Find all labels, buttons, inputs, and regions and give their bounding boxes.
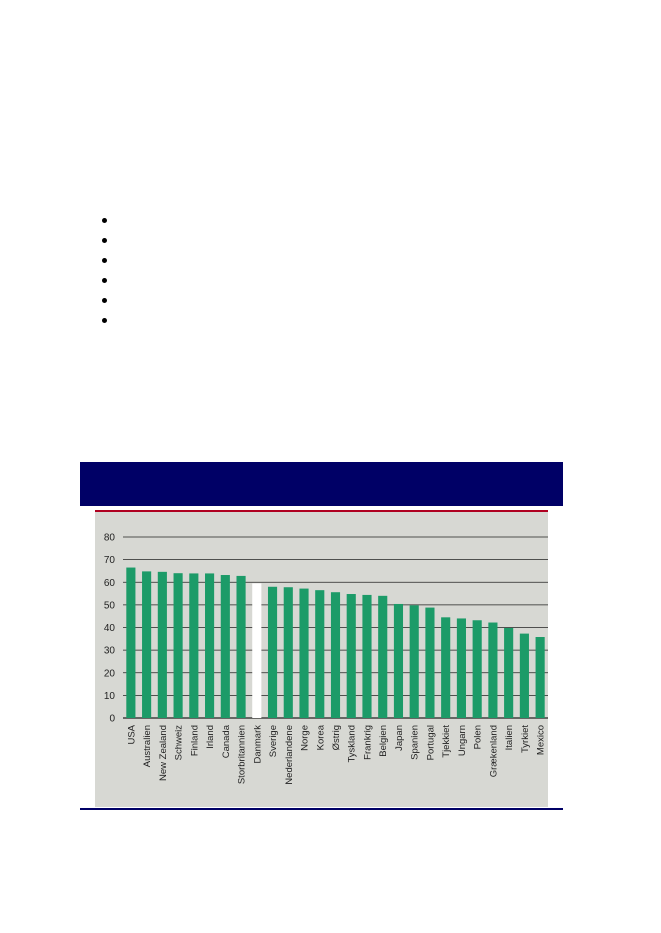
bar-storbritannien bbox=[236, 575, 246, 718]
x-tick-label: Spanien bbox=[410, 725, 421, 760]
bar-mexico bbox=[535, 637, 545, 718]
chart-panel: 0 10 20 30 40 50 60 70 80 USA Australien New Zeala… bbox=[95, 510, 548, 807]
bar-portugal bbox=[425, 607, 435, 718]
y-tick-label: 0 bbox=[109, 714, 115, 725]
x-tick-label: Belgien bbox=[378, 725, 389, 757]
bar-østrig bbox=[330, 592, 341, 718]
x-tick-label: Storbritannien bbox=[237, 725, 248, 784]
bar-italien bbox=[504, 627, 514, 718]
y-axis: 0 10 20 30 40 50 60 70 80 bbox=[104, 533, 116, 725]
x-tick-label: Polen bbox=[473, 725, 484, 749]
bar-schweiz bbox=[173, 573, 183, 718]
bar-irland bbox=[205, 573, 215, 718]
x-tick-label: Tyskland bbox=[347, 725, 358, 763]
y-tick-label: 60 bbox=[104, 578, 116, 589]
x-tick-label: Schweiz bbox=[174, 725, 185, 761]
bar-nederlandene bbox=[283, 587, 293, 718]
bar-australien bbox=[142, 571, 152, 718]
y-tick-label: 40 bbox=[104, 623, 116, 634]
x-tick-label: Portugal bbox=[425, 725, 436, 760]
x-tick-label: Frankrig bbox=[362, 725, 373, 760]
bar-new-zealand bbox=[157, 571, 167, 718]
x-tick-label: Norge bbox=[300, 725, 311, 751]
x-tick-label: USA bbox=[126, 724, 137, 744]
bar-usa bbox=[126, 567, 136, 718]
bar-chart: 0 10 20 30 40 50 60 70 80 USA Australien New Zeala… bbox=[104, 533, 548, 785]
y-tick-label: 70 bbox=[104, 555, 116, 566]
x-tick-label: Italien bbox=[504, 725, 515, 750]
x-tick-label: Mexico bbox=[536, 725, 547, 755]
bar-frankrig bbox=[362, 594, 372, 718]
x-tick-label: Japan bbox=[394, 725, 405, 751]
bar-sverige bbox=[267, 586, 278, 718]
y-tick-label: 50 bbox=[104, 600, 116, 611]
bar-spanien bbox=[409, 605, 419, 718]
x-tick-label: Nederlandene bbox=[284, 725, 295, 785]
y-tick-label: 20 bbox=[104, 668, 116, 679]
bar-japan bbox=[393, 603, 404, 718]
x-axis: USA Australien New Zealand Schweiz Finland Ir… bbox=[126, 724, 546, 784]
bar-grækenland bbox=[488, 622, 498, 718]
bottom-rule bbox=[80, 808, 563, 810]
bar-ungarn bbox=[456, 618, 466, 718]
bar-finland bbox=[189, 573, 199, 718]
x-tick-label: Canada bbox=[221, 724, 232, 758]
y-tick-label: 30 bbox=[104, 646, 116, 657]
x-tick-label: Korea bbox=[315, 724, 326, 750]
chart-title-banner bbox=[80, 462, 563, 506]
x-tick-label: New Zealand bbox=[158, 725, 169, 781]
bar-tyrkiet bbox=[519, 633, 529, 718]
y-tick-label: 10 bbox=[104, 691, 116, 702]
x-tick-label: Ungarn bbox=[457, 725, 468, 756]
x-tick-label: Østrig bbox=[331, 725, 342, 750]
bar-tjekkiet bbox=[441, 617, 451, 718]
x-tick-label: Tyrkiet bbox=[520, 725, 531, 753]
x-tick-label: Australien bbox=[142, 725, 153, 767]
y-tick-label: 80 bbox=[104, 533, 116, 544]
bar-tyskland bbox=[346, 594, 356, 718]
x-tick-label: Grækenland bbox=[488, 725, 499, 777]
bar-belgien bbox=[378, 595, 388, 718]
bar-danmark bbox=[252, 583, 262, 718]
x-tick-label: Sverige bbox=[268, 725, 279, 757]
x-tick-label: Tjekkiet bbox=[441, 725, 452, 758]
bar-polen bbox=[472, 620, 482, 718]
x-tick-label: Irland bbox=[205, 725, 216, 749]
bar-norge bbox=[299, 588, 309, 718]
x-tick-label: Finland bbox=[189, 725, 200, 756]
bars bbox=[126, 567, 545, 718]
bar-korea bbox=[315, 590, 325, 718]
bar-canada bbox=[220, 575, 230, 718]
x-tick-label: Danmark bbox=[252, 725, 263, 764]
